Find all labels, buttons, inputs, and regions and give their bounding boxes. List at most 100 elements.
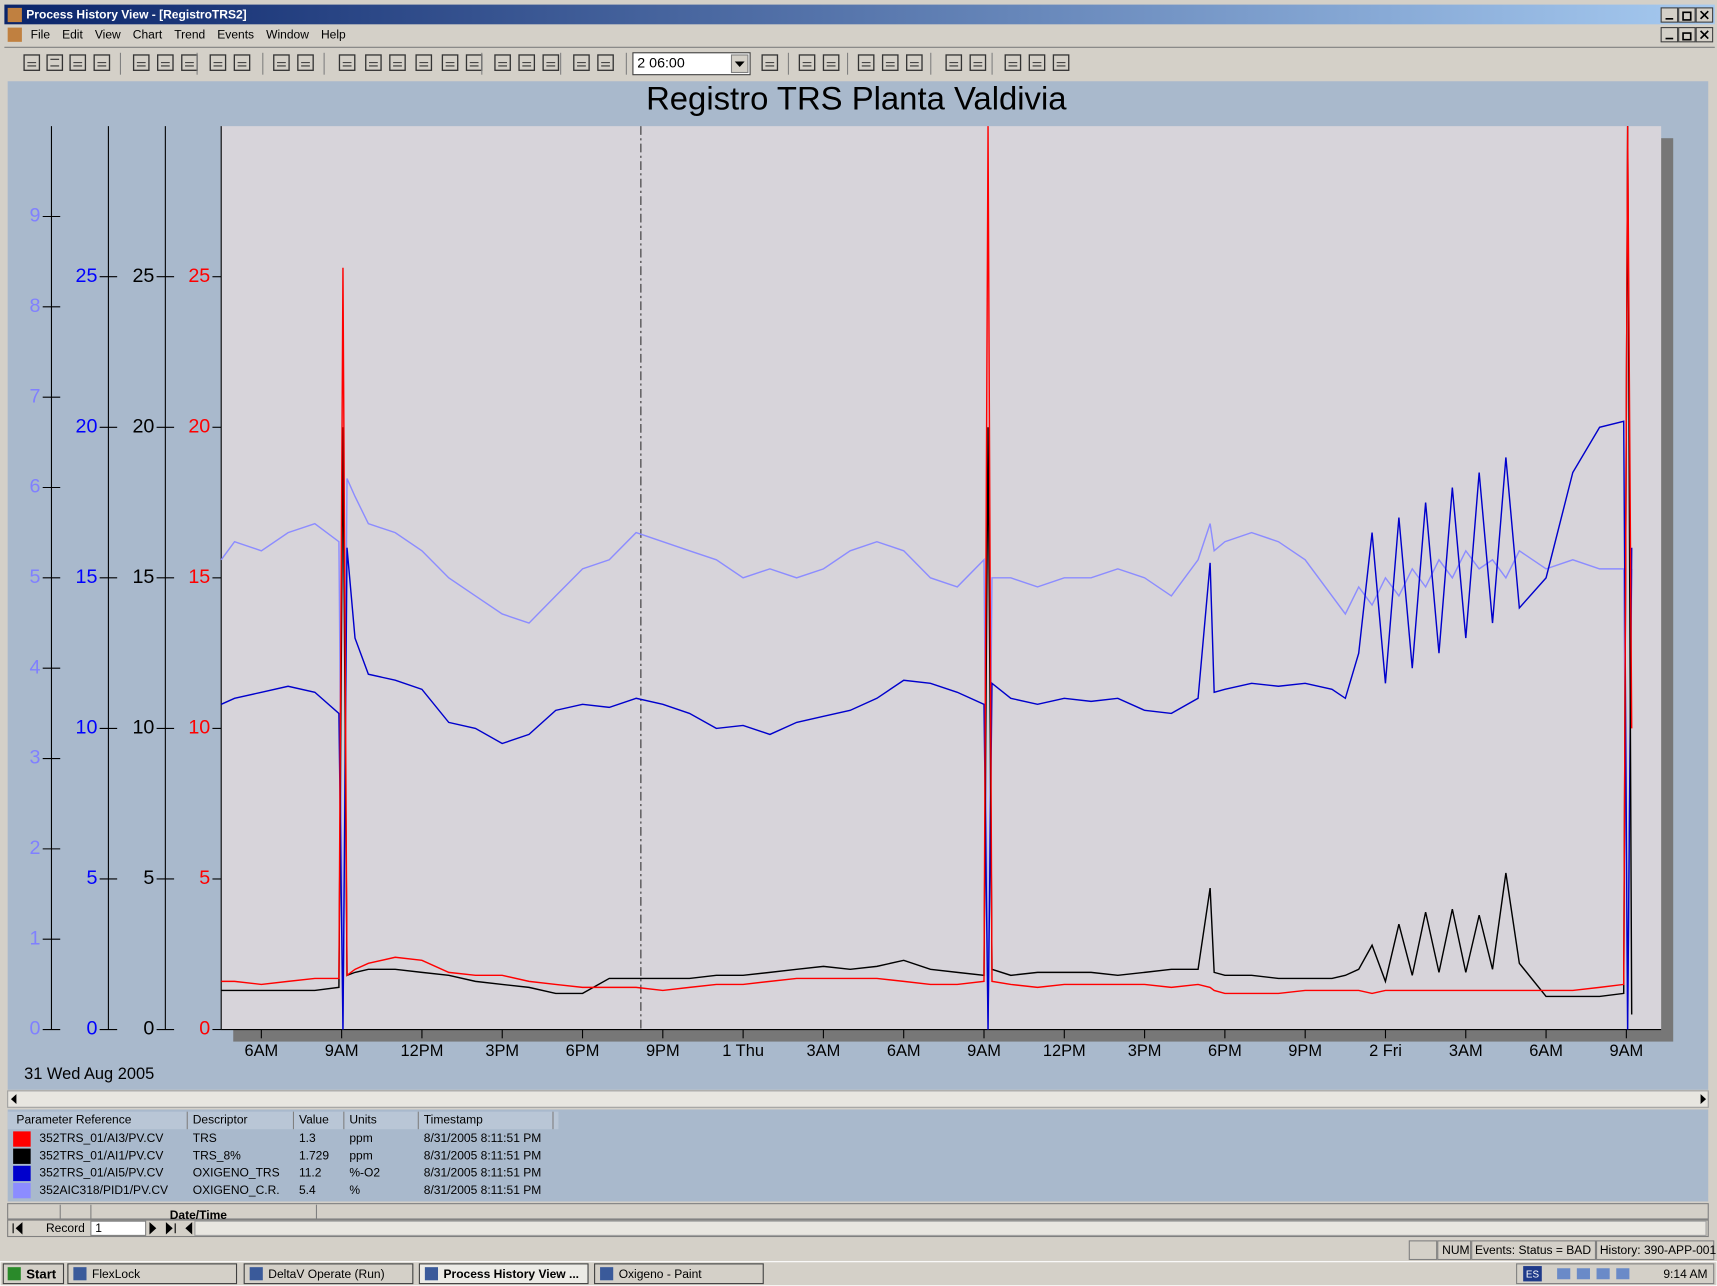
y-tick-label: 9: [30, 205, 41, 227]
x-tick-label: 9PM: [646, 1042, 680, 1060]
legend-swatch: [13, 1149, 31, 1164]
start-logo: [8, 1267, 21, 1280]
legend-swatch: [13, 1183, 31, 1198]
status-history: History: 390-APP-001: [1600, 1243, 1717, 1257]
task-label[interactable]: FlexLock: [92, 1267, 141, 1281]
menu-item[interactable]: Help: [321, 27, 346, 41]
y-tick-label: 1: [30, 927, 41, 949]
app-icon: [8, 8, 22, 22]
x-tick-label: 6AM: [1529, 1042, 1563, 1060]
legend-cell: %: [349, 1183, 360, 1197]
x-tick-label: 3AM: [807, 1042, 841, 1060]
y-tick-label: 25: [188, 265, 210, 287]
status-num: NUM: [1442, 1243, 1469, 1257]
legend-cell[interactable]: 352TRS_01/AI3/PV.CV: [39, 1131, 163, 1145]
legend-cell: 1.729: [299, 1148, 329, 1162]
doc-icon: [8, 28, 22, 42]
x-tick-label: 1 Thu: [722, 1042, 764, 1060]
y-tick-label: 20: [188, 415, 210, 437]
legend-cell: ppm: [349, 1148, 372, 1162]
timespan-text[interactable]: 2 06:00: [637, 55, 685, 71]
y-tick-label: 5: [30, 566, 41, 588]
menu-item[interactable]: Events: [217, 27, 254, 41]
x-tick-label: 3PM: [1128, 1042, 1162, 1060]
page: {"window":{"title":"Process History View…: [0, 0, 1717, 1286]
legend-cell: %-O2: [349, 1166, 380, 1180]
x-tick-label: 3PM: [485, 1042, 519, 1060]
menu-item[interactable]: File: [31, 27, 51, 41]
y-tick-label: 0: [30, 1018, 41, 1040]
screen: Process History View - [RegistroTRS2] Fi…: [0, 0, 1717, 1286]
y-tick-label: 6: [30, 476, 41, 498]
menu-item[interactable]: Edit: [62, 27, 83, 41]
y-tick-label: 5: [86, 867, 97, 889]
legend-cell[interactable]: 352AIC318/PID1/PV.CV: [39, 1183, 168, 1197]
chart-scrollbar[interactable]: [8, 1091, 1709, 1107]
y-tick-label: 5: [199, 867, 210, 889]
y-tick-label: 10: [132, 717, 154, 739]
legend-cell: 1.3: [299, 1131, 316, 1145]
start-text[interactable]: Start: [26, 1266, 57, 1281]
y-tick-label: 3: [30, 747, 41, 769]
task-label[interactable]: Oxigeno - Paint: [619, 1267, 703, 1281]
date-label: 31 Wed Aug 2005: [24, 1065, 154, 1083]
x-tick-label: 9PM: [1288, 1042, 1322, 1060]
task-icon: [250, 1267, 263, 1280]
task-label[interactable]: DeltaV Operate (Run): [268, 1267, 384, 1281]
legend-cell: TRS_8%: [193, 1148, 241, 1162]
menu-item[interactable]: Window: [266, 27, 309, 41]
minimize-button[interactable]: [1661, 8, 1677, 22]
record-scrollbar[interactable]: [195, 1221, 1706, 1235]
x-tick-label: 2 Fri: [1369, 1042, 1402, 1060]
legend-cell: 8/31/2005 8:11:51 PM: [424, 1148, 542, 1162]
y-tick-label: 4: [30, 656, 41, 678]
y-tick-label: 20: [132, 415, 154, 437]
x-tick-label: 6PM: [1208, 1042, 1242, 1060]
title-bar: [4, 5, 1714, 25]
legend-cell[interactable]: 352TRS_01/AI5/PV.CV: [39, 1166, 163, 1180]
menu-item[interactable]: Trend: [174, 27, 205, 41]
x-tick-label: 6PM: [566, 1042, 600, 1060]
window-title: Process History View - [RegistroTRS2]: [26, 8, 246, 22]
clock: 9:14 AM: [1663, 1267, 1707, 1281]
legend-swatch: [13, 1131, 31, 1146]
y-tick-label: 2: [30, 837, 41, 859]
legend-header-cell: Timestamp: [424, 1113, 483, 1127]
record-value[interactable]: 1: [95, 1221, 102, 1235]
task-label[interactable]: Process History View ...: [443, 1267, 579, 1281]
legend-header-cell: Value: [299, 1113, 329, 1127]
y-tick-label: 25: [132, 265, 154, 287]
legend-cell: 5.4: [299, 1183, 316, 1197]
legend-cell: 8/31/2005 8:11:51 PM: [424, 1166, 542, 1180]
legend-cell: TRS: [193, 1131, 217, 1145]
legend-header-cell: Units: [349, 1113, 376, 1127]
legend-cell[interactable]: 352TRS_01/AI1/PV.CV: [39, 1148, 163, 1162]
task-icon: [73, 1267, 86, 1280]
mdi-minimize[interactable]: [1661, 28, 1677, 42]
menu-item[interactable]: Chart: [133, 27, 163, 41]
x-tick-label: 12PM: [401, 1042, 444, 1060]
x-tick-label: 9AM: [1609, 1042, 1643, 1060]
record-label: Record: [46, 1221, 85, 1235]
task-icon: [425, 1267, 438, 1280]
x-tick-label: 6AM: [244, 1042, 278, 1060]
chart-title: Registro TRS Planta Valdivia: [646, 80, 1067, 117]
x-tick-label: 12PM: [1043, 1042, 1086, 1060]
y-tick-label: 10: [188, 717, 210, 739]
y-tick-label: 10: [76, 717, 98, 739]
menu-item[interactable]: View: [95, 27, 121, 41]
y-tick-label: 0: [86, 1018, 97, 1040]
legend-cell: OXIGENO_TRS: [193, 1166, 280, 1180]
x-tick-label: 3AM: [1449, 1042, 1483, 1060]
y-tick-label: 20: [76, 415, 98, 437]
y-tick-label: 8: [30, 295, 41, 317]
x-tick-label: 9AM: [325, 1042, 359, 1060]
language[interactable]: ES: [1526, 1269, 1540, 1280]
y-tick-label: 15: [188, 566, 210, 588]
y-tick-label: 15: [132, 566, 154, 588]
legend-header-cell: Parameter Reference: [16, 1113, 131, 1127]
legend-cell: ppm: [349, 1131, 372, 1145]
y-tick-label: 15: [76, 566, 98, 588]
legend-header-cell: Descriptor: [193, 1113, 248, 1127]
y-tick-label: 5: [143, 867, 154, 889]
